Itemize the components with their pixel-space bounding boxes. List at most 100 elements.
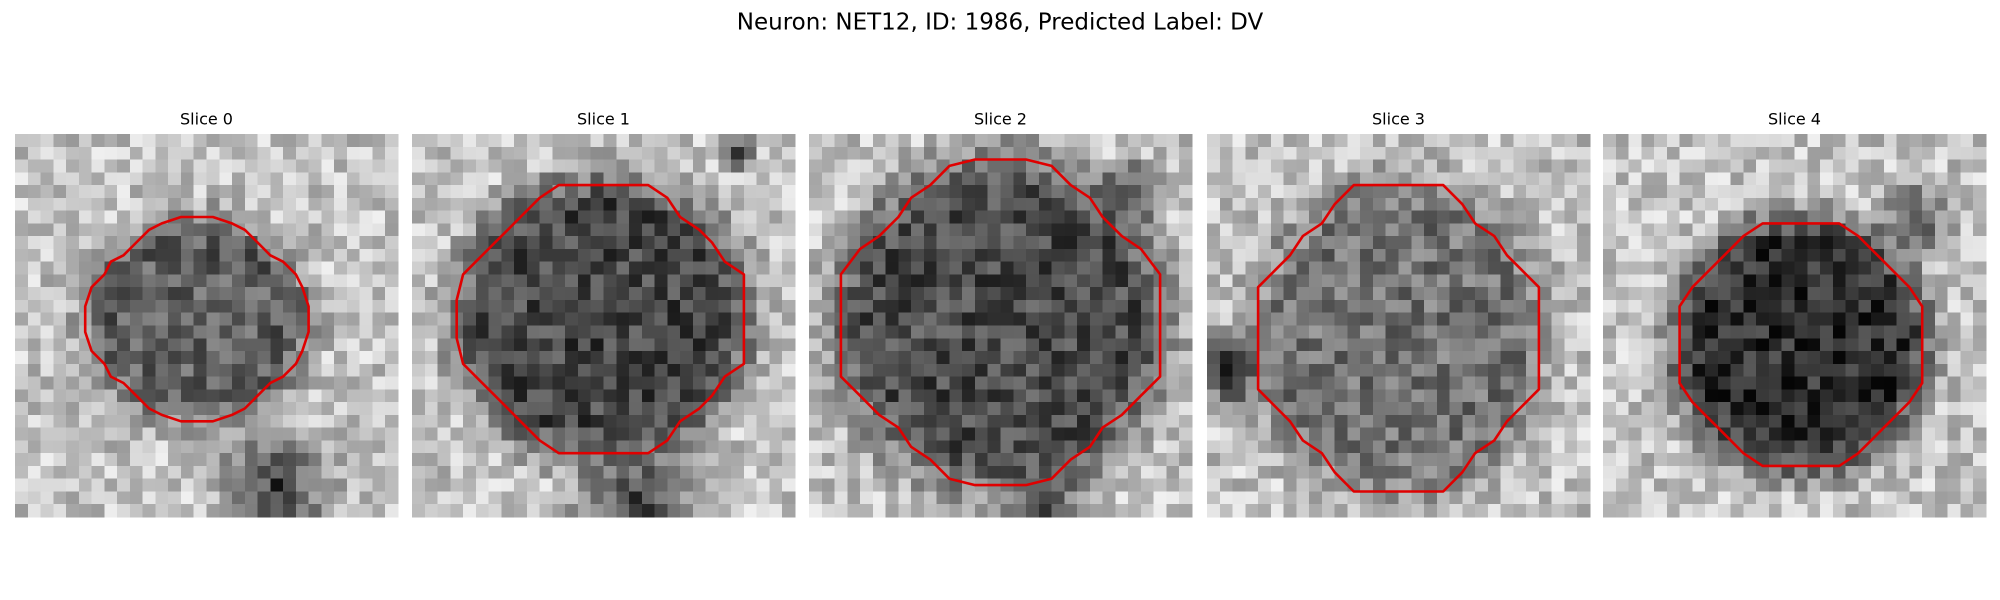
pixel [295, 274, 310, 288]
pixel [1832, 185, 1847, 199]
pixel [1794, 389, 1808, 403]
pixel [1603, 197, 1617, 212]
pixel [1781, 261, 1796, 276]
pixel [1615, 351, 1630, 365]
pixel [180, 197, 195, 212]
pixel [1896, 351, 1910, 365]
pixel [872, 299, 887, 314]
pixel [193, 159, 208, 173]
pixel [1334, 491, 1349, 505]
pixel [1270, 287, 1285, 301]
pixel [244, 478, 259, 493]
pixel [629, 312, 643, 327]
pixel [680, 351, 694, 365]
pixel [1666, 312, 1681, 327]
pixel [1385, 504, 1400, 518]
pixel [1207, 325, 1221, 339]
pixel [1513, 504, 1527, 518]
pixel [616, 465, 630, 480]
pixel [1628, 440, 1642, 454]
pixel [590, 376, 605, 390]
pixel [1140, 299, 1155, 314]
pixel [1013, 325, 1027, 339]
pixel [1909, 363, 1923, 378]
pixel [1038, 402, 1053, 416]
pixel [1947, 504, 1962, 518]
pixel [346, 287, 361, 301]
pixel [1538, 478, 1553, 493]
pixel [1654, 491, 1668, 505]
pixel [1871, 287, 1885, 301]
pixel [40, 134, 54, 148]
pixel [1551, 197, 1566, 212]
pixel [1000, 325, 1014, 339]
pixel [616, 248, 630, 263]
pixel [219, 363, 233, 378]
pixel [1730, 210, 1745, 224]
pixel [1513, 248, 1527, 263]
pixel [1207, 134, 1221, 148]
pixel [809, 146, 823, 161]
pixel [1219, 363, 1234, 378]
pixel [590, 453, 605, 467]
pixel [1128, 172, 1142, 186]
pixel [1270, 440, 1285, 454]
pixel [66, 363, 80, 378]
pixel [1026, 287, 1040, 301]
pixel [412, 261, 426, 276]
pixel [1628, 223, 1642, 237]
pixel [1089, 402, 1104, 416]
pixel [78, 465, 93, 480]
pixel [1666, 478, 1681, 493]
pixel [1179, 223, 1193, 237]
pixel [295, 248, 310, 263]
pixel [1960, 312, 1974, 327]
pixel [372, 351, 386, 365]
pixel [1845, 185, 1859, 199]
pixel [142, 287, 157, 301]
pixel [1000, 248, 1014, 263]
pixel [40, 402, 54, 416]
pixel [756, 210, 771, 224]
pixel [962, 465, 976, 480]
pixel [1424, 427, 1438, 441]
pixel [705, 453, 719, 467]
pixel [40, 414, 54, 429]
pixel [514, 261, 528, 276]
pixel [1347, 338, 1361, 352]
pixel [206, 427, 220, 441]
pixel [1654, 465, 1668, 480]
pixel [1398, 491, 1412, 505]
pixel [1705, 465, 1719, 480]
pixel [1577, 159, 1591, 173]
pixel [731, 172, 745, 186]
pixel [629, 351, 643, 365]
pixel [1705, 440, 1719, 454]
pixel [872, 504, 887, 518]
pixel [283, 299, 297, 314]
pixel [1372, 172, 1387, 186]
pixel [809, 453, 823, 467]
pixel [142, 159, 157, 173]
pixel [1934, 376, 1949, 390]
pixel [1666, 325, 1681, 339]
pixel [15, 261, 29, 276]
pixel [1858, 504, 1872, 518]
pixel [616, 312, 630, 327]
pixel [1385, 236, 1400, 250]
pixel [1115, 159, 1129, 173]
pixel [1179, 159, 1193, 173]
pixel [705, 478, 719, 493]
pixel [232, 134, 246, 148]
pixel [603, 491, 617, 505]
pixel [769, 453, 783, 467]
pixel [1692, 465, 1706, 480]
pixel [590, 287, 605, 301]
pixel [1564, 210, 1578, 224]
pixel [270, 402, 284, 416]
pixel [898, 491, 912, 505]
pixel [1896, 172, 1910, 186]
pixel [1462, 287, 1476, 301]
pixel [359, 236, 374, 250]
pixel [911, 478, 925, 493]
